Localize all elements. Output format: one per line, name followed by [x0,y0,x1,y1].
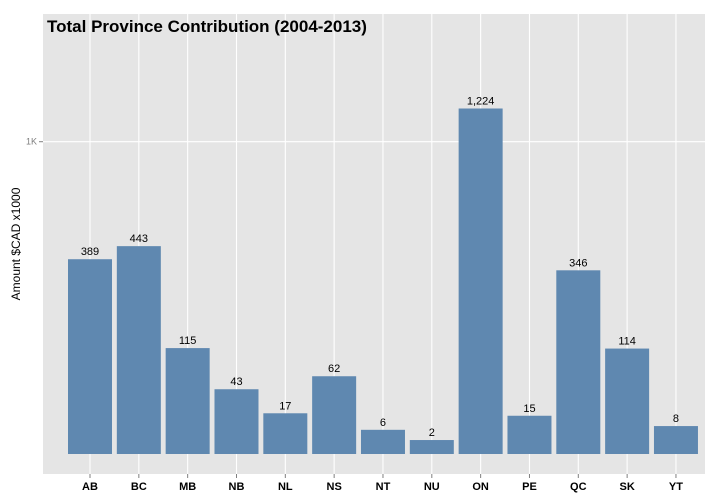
bar-yt [653,426,698,454]
x-tick-label-mb: MB [179,481,196,493]
data-label-ns: 62 [328,363,340,375]
data-label-sk: 114 [618,336,636,348]
data-label-bc: 443 [130,233,148,245]
chart-title: Total Province Contribution (2004-2013) [47,17,367,36]
x-tick-label-sk: SK [619,481,634,493]
x-tick-label-bc: BC [131,481,147,493]
data-label-qc: 346 [569,257,587,269]
x-tick-label-qc: QC [570,481,587,493]
x-tick-label-yt: YT [669,481,683,493]
bar-ns [312,376,357,454]
x-tick-label-on: ON [472,481,489,493]
data-label-nu: 2 [429,427,435,439]
bar-nb [214,389,259,454]
data-label-yt: 8 [673,413,679,425]
data-label-nb: 43 [230,376,242,388]
bar-nu [409,440,454,454]
bar-on [458,108,503,455]
x-tick-label-nu: NU [424,481,440,493]
y-axis: 1K [26,137,43,147]
bar-nt [360,429,405,454]
y-axis-label: Amount $CAD x1000 [9,187,23,300]
bar-mb [165,348,210,454]
x-tick-label-ab: AB [82,481,98,493]
data-label-mb: 115 [179,335,197,347]
x-tick-label-nb: NB [229,481,245,493]
y-tick-label: 1K [26,137,37,147]
data-label-pe: 15 [523,403,535,415]
bar-bc [116,246,161,454]
data-label-ab: 389 [81,246,99,258]
bar-qc [556,270,601,454]
bars [68,108,698,455]
bar-ab [68,259,112,454]
x-tick-label-nl: NL [278,481,293,493]
data-label-on: 1,224 [467,95,495,107]
bar-nl [263,413,308,454]
x-axis: AB BC MB NB NL NS NT NU ON PE QC SK YT [82,474,683,493]
x-tick-label-pe: PE [522,481,537,493]
bar-pe [507,415,552,454]
data-label-nt: 6 [380,417,386,429]
bar-sk [605,348,650,454]
data-label-nl: 17 [279,400,291,412]
x-tick-label-ns: NS [327,481,342,493]
x-tick-label-nt: NT [376,481,391,493]
